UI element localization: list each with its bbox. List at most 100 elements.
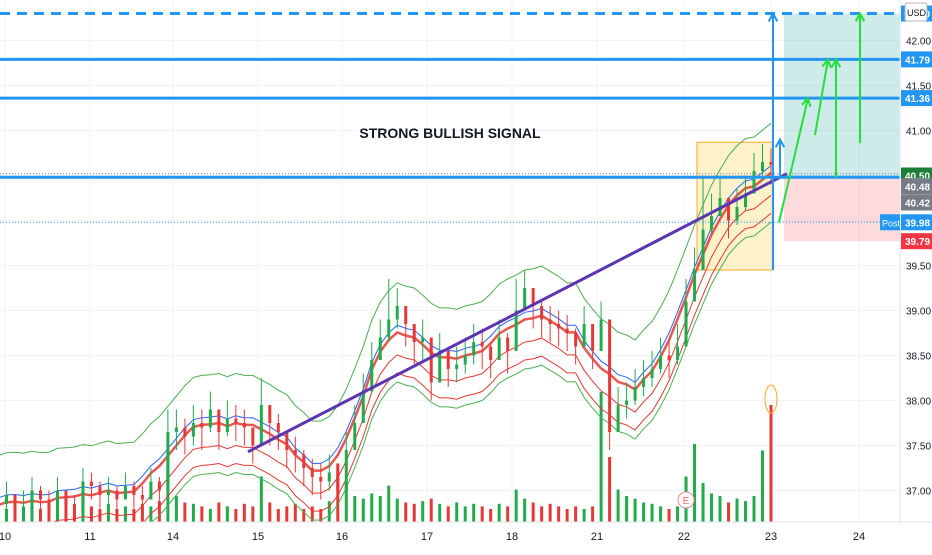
volume-bar <box>387 485 391 522</box>
currency-button[interactable] <box>904 2 928 22</box>
volume-bar <box>676 506 680 522</box>
candle-body <box>285 432 289 450</box>
stop-zone <box>784 177 900 242</box>
volume-bar <box>327 501 331 522</box>
volume-bar <box>735 498 739 522</box>
candle-body <box>761 162 765 171</box>
consolidation-box <box>696 141 774 271</box>
candle-body <box>166 432 170 491</box>
candle-body <box>676 346 680 360</box>
y-tick-label: 37.00 <box>906 487 931 498</box>
candle-body <box>157 481 161 491</box>
candle-body <box>625 400 629 405</box>
volume-bar <box>174 496 178 522</box>
x-tick-label: 22 <box>678 531 690 543</box>
candle-body <box>276 423 280 432</box>
candle-body <box>89 481 93 486</box>
volume-bar <box>591 506 595 522</box>
x-tick-label: 21 <box>591 531 603 543</box>
candle-body <box>208 409 212 428</box>
target-arrow-1-head <box>830 57 842 68</box>
volume-bar <box>659 506 663 522</box>
candle-body <box>650 369 654 378</box>
x-tick-label: 23 <box>765 531 777 543</box>
volume-bar <box>667 509 671 522</box>
candle-body <box>744 193 748 207</box>
candle-body <box>378 337 382 360</box>
candle-body <box>370 360 374 392</box>
candle-body <box>497 337 501 360</box>
volume-bar <box>200 506 204 522</box>
volume-bar <box>123 506 127 522</box>
candle-body <box>472 342 476 356</box>
volume-bar <box>582 509 586 522</box>
x-tick-label: 17 <box>421 531 433 543</box>
volume-bar <box>55 506 59 522</box>
candle-body <box>591 324 595 351</box>
candle-body <box>242 423 246 428</box>
volume-bar <box>268 502 272 522</box>
fast-average-line <box>0 165 772 498</box>
candle-body <box>642 378 646 387</box>
candle-body <box>514 310 518 351</box>
volume-bar <box>455 502 459 522</box>
candle-body <box>225 418 229 432</box>
candle-body <box>404 306 408 324</box>
price-tag <box>901 233 932 250</box>
candle-body <box>693 270 697 302</box>
candle-body <box>64 490 68 504</box>
price-tag <box>901 90 932 107</box>
trendline[interactable] <box>247 172 788 454</box>
y-tick-label: 37.50 <box>906 442 931 453</box>
candle-body <box>480 342 484 347</box>
candle-body <box>557 324 561 329</box>
candle-body <box>200 423 204 428</box>
y-tick-label: 42.00 <box>906 37 931 48</box>
candle-body <box>353 423 357 450</box>
candle-body <box>106 490 110 495</box>
x-tick-label: 11 <box>84 531 95 543</box>
volume-bar <box>616 489 620 522</box>
candle-body <box>319 477 323 482</box>
outer-band-line <box>0 122 772 456</box>
candle-body <box>361 391 365 423</box>
path-arrow-2-head <box>821 57 832 69</box>
earnings-icon[interactable] <box>677 491 695 509</box>
candle-body <box>387 319 391 338</box>
volume-bar <box>30 498 34 522</box>
target-arrow-2-head <box>854 11 866 22</box>
candle-body <box>293 450 297 455</box>
volume-bar <box>548 503 552 522</box>
candle-body <box>149 481 153 500</box>
candle-body <box>412 324 416 342</box>
price-tag-label: 41.79 <box>905 55 930 66</box>
volume-spike-marker <box>764 384 778 414</box>
price-tag <box>901 194 932 211</box>
path-arrow-2 <box>814 59 829 136</box>
volume-bar <box>378 496 382 522</box>
volume-bar <box>157 501 161 522</box>
time-axis <box>0 522 932 550</box>
candle-body <box>531 288 535 306</box>
candle-body <box>684 301 688 347</box>
candle-body <box>548 319 552 324</box>
candle-body <box>574 333 578 347</box>
range-arrow-up-head <box>767 11 779 22</box>
volume-bar <box>463 506 467 522</box>
candle-body <box>659 355 663 369</box>
volume-bar <box>752 496 756 522</box>
candle-body <box>251 427 255 446</box>
x-tick-label: 24 <box>853 531 865 543</box>
candle-body <box>667 355 671 360</box>
volume-bar <box>208 509 212 522</box>
volume-bar <box>506 506 510 522</box>
candle-body <box>174 427 178 432</box>
volume-bar <box>191 503 195 522</box>
price-tag-label: 40.42 <box>905 199 930 210</box>
candle-body <box>123 486 127 500</box>
earnings-label: E <box>683 496 690 507</box>
volume-bar <box>565 509 569 522</box>
